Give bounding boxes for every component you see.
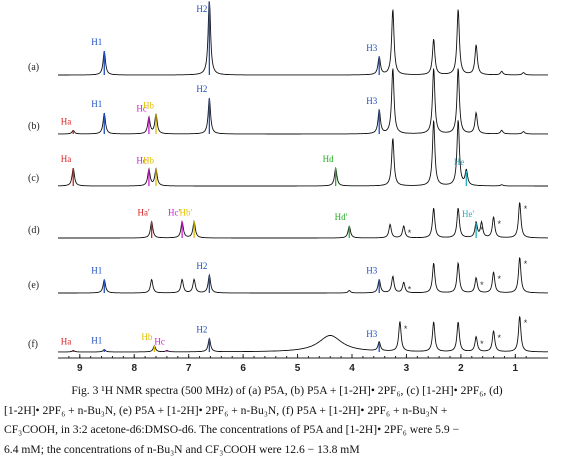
peak-label: Hb <box>141 332 152 342</box>
peak-label: H3 <box>366 96 377 106</box>
peak-label: Ha <box>61 154 72 164</box>
peak-label: Hb <box>143 101 154 111</box>
spectrum-row-label: (d) <box>28 225 40 236</box>
peak-label: Hc <box>136 156 147 166</box>
peak-label: Ha <box>61 337 72 347</box>
figure-caption: Fig. 3 ¹H NMR spectra (500 MHz) of (a) P… <box>0 381 570 459</box>
impurity-star-marker: * <box>498 333 502 343</box>
peak-label: H1 <box>91 99 102 109</box>
peak-label: H2 <box>196 84 207 94</box>
peak-label: Hc' <box>168 208 180 218</box>
peak-label: He' <box>462 209 474 219</box>
impurity-star-marker: * <box>524 204 528 214</box>
caption-line-4: 6.4 mM; the concentrations of n-Bu₃N and… <box>4 442 360 456</box>
caption-line-1: Fig. 3 ¹H NMR spectra (500 MHz) of (a) P… <box>71 384 503 397</box>
impurity-star-marker: * <box>498 274 502 284</box>
peak-label: Ha <box>61 116 72 126</box>
spectrum-trace-4 <box>58 202 548 239</box>
impurity-star-marker: * <box>524 259 528 269</box>
x-tick-label: 1 <box>513 363 519 374</box>
x-tick-label: 4 <box>349 363 355 374</box>
peak-label: H1 <box>91 336 102 346</box>
impurity-star-marker: * <box>480 280 484 290</box>
x-tick-label: 8 <box>131 363 137 374</box>
x-tick-label: 7 <box>186 363 192 374</box>
impurity-star-marker: * <box>408 285 412 295</box>
spectrum-trace-2 <box>58 68 548 135</box>
peak-label: Hc <box>136 104 147 114</box>
x-tick-label: 6 <box>240 363 246 374</box>
peak-label: H1 <box>91 266 102 276</box>
impurity-star-marker: * <box>524 318 528 328</box>
x-tick-label: 5 <box>295 363 301 374</box>
peak-label: H3 <box>366 266 377 276</box>
x-axis-ticks: 9 8 7 6 5 4 3 2 1 <box>68 354 527 374</box>
spectrum-trace-1 <box>58 1 548 76</box>
impurity-star-marker: * <box>480 225 484 235</box>
spectrum-trace-5 <box>58 257 548 294</box>
peak-label: Hd <box>323 154 334 164</box>
spectrum-trace-6 <box>58 316 548 353</box>
spectrum-row-label: (a) <box>28 62 39 73</box>
caption-line-2: [1-2H]• 2PF₆ + n-Bu₃N, (e) P5A + [1-2H]•… <box>4 403 448 417</box>
peak-label: H2 <box>196 261 207 271</box>
peak-label: H2 <box>196 325 207 335</box>
x-tick-label: 2 <box>458 363 464 374</box>
impurity-star-marker: * <box>480 339 484 349</box>
peak-label: Hb' <box>179 208 192 218</box>
spectrum-row-label: (b) <box>28 121 40 132</box>
impurity-star-marker: * <box>404 324 408 334</box>
spectra-traces <box>58 1 548 353</box>
peak-label: Ha' <box>138 208 150 218</box>
impurity-star-marker: * <box>498 219 502 229</box>
caption-line-3: CF₃COOH, in 3:2 acetone-d6:DMSO-d6. The … <box>4 423 460 436</box>
peak-label: He <box>454 157 465 167</box>
spectrum-row-label: (f) <box>28 339 38 350</box>
x-tick-label: 9 <box>77 363 83 374</box>
peak-label: H1 <box>91 37 102 47</box>
spectrum-row-label: (c) <box>28 173 39 184</box>
peak-label: Hb <box>143 156 154 166</box>
spectrum-row-label: (e) <box>28 280 39 291</box>
peak-label: Hd' <box>335 212 348 222</box>
peak-label: H2 <box>196 4 207 14</box>
spectrum-trace-3 <box>58 120 548 187</box>
impurity-star-marker: * <box>408 228 412 238</box>
x-tick-label: 3 <box>404 363 410 374</box>
peak-label: Hc <box>154 337 165 347</box>
spectrum-row-labels: (a) (b) (c) (d) (e) (f) <box>28 62 40 350</box>
peak-label: H3 <box>366 329 377 339</box>
peak-label: H3 <box>366 43 377 53</box>
